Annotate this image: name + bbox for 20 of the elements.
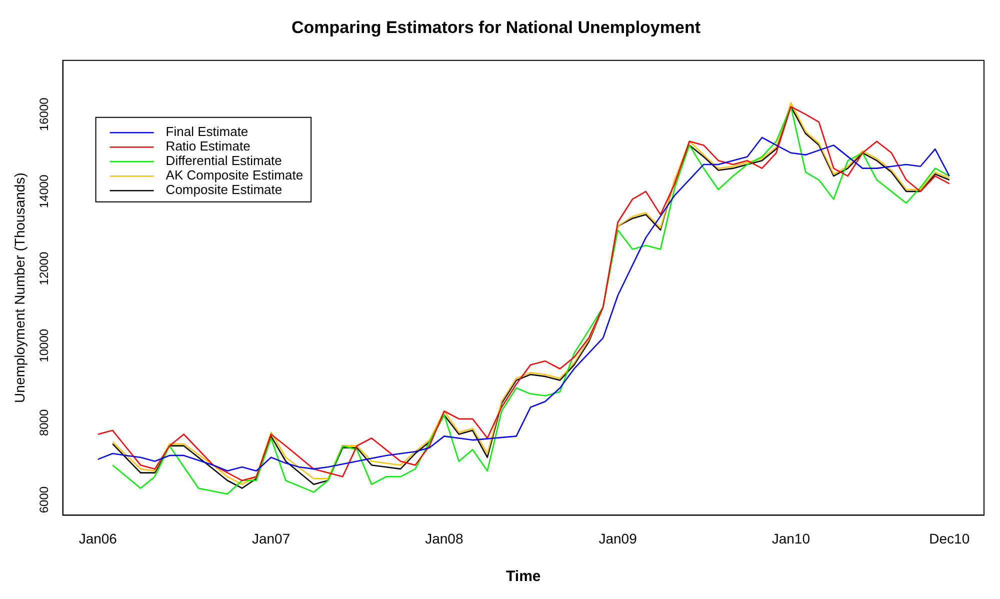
x-tick-label: Jan07 (252, 530, 290, 546)
y-tick-label: 12000 (37, 252, 52, 286)
y-tick-label: 16000 (37, 97, 52, 132)
x-tick-label: Jan08 (425, 530, 464, 546)
y-tick-label: 6000 (37, 486, 52, 514)
legend-label: Ratio Estimate (166, 138, 250, 154)
legend-label: AK Composite Estimate (166, 168, 304, 183)
legend-label: Differential Estimate (166, 153, 282, 168)
x-tick-label: Jan09 (598, 530, 638, 546)
legend-label: Final Estimate (166, 124, 248, 140)
x-tick-label: Jan10 (772, 530, 810, 546)
x-axis-title: Time (506, 568, 541, 586)
legend-label: Composite Estimate (166, 182, 282, 198)
y-tick-label: 10000 (37, 328, 52, 362)
y-axis-title: Unemployment Number (Thousands) (11, 172, 28, 403)
y-tick-label: 8000 (37, 409, 52, 436)
x-tick-label: Dec10 (929, 530, 970, 546)
x-tick-label: Jan06 (78, 530, 118, 546)
y-tick-label: 14000 (37, 174, 52, 208)
chart-title: Comparing Estimators for National Unemployment (292, 18, 701, 37)
